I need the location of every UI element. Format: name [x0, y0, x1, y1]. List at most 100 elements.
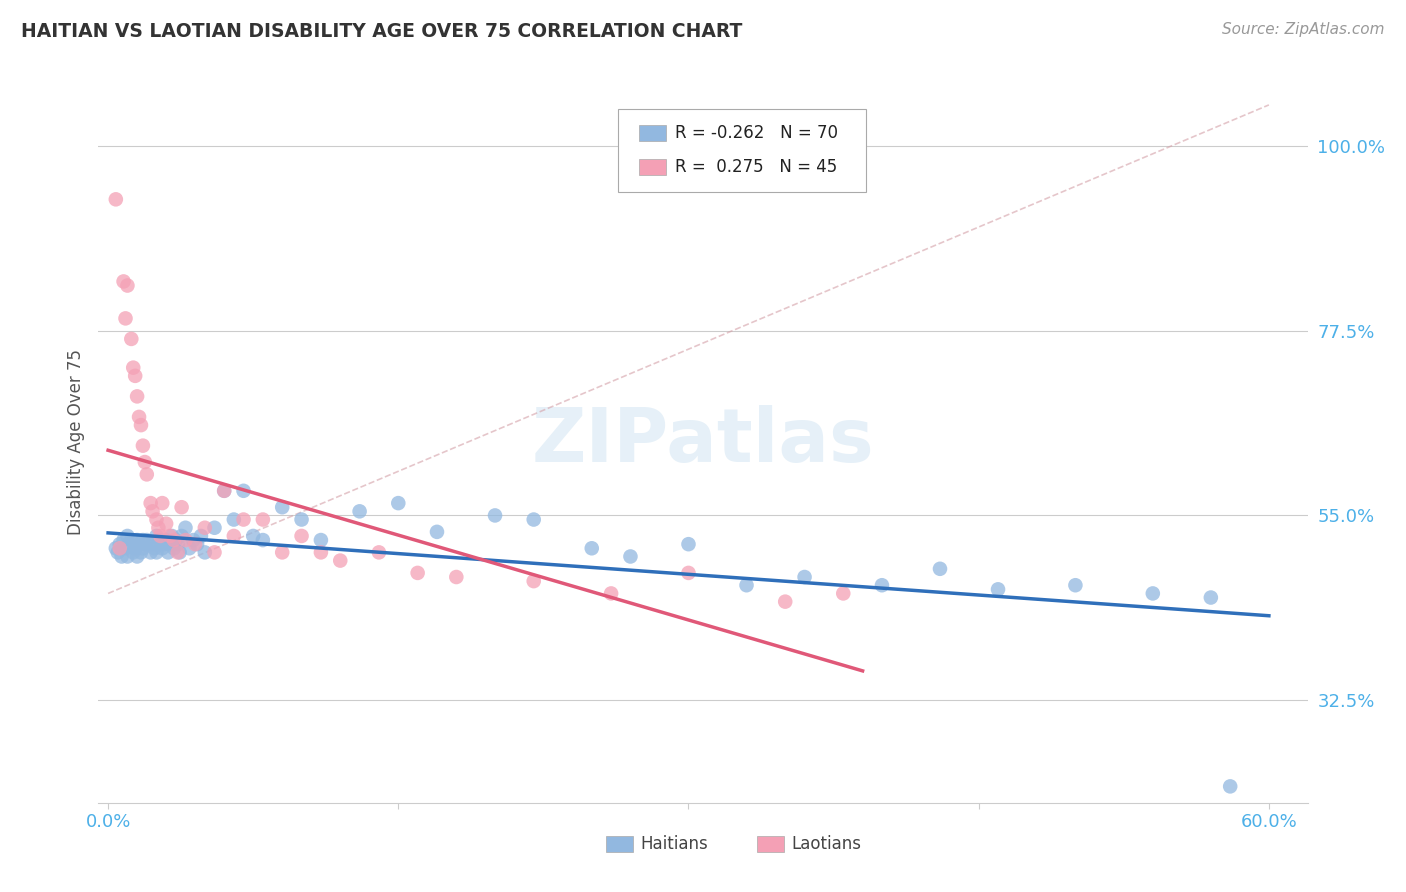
Point: [135, 533, 157, 547]
Point: [157, 545, 180, 559]
Point: [184, 537, 207, 551]
Point: [181, 533, 204, 547]
Point: [149, 529, 172, 543]
FancyBboxPatch shape: [638, 125, 665, 141]
Point: [122, 360, 145, 375]
Point: [134, 455, 156, 469]
FancyBboxPatch shape: [619, 109, 866, 193]
Text: ZIPatlas: ZIPatlas: [531, 405, 875, 478]
Point: [132, 439, 155, 453]
Point: [252, 533, 274, 547]
Point: [329, 553, 352, 567]
Point: [987, 582, 1010, 597]
Point: [127, 533, 149, 547]
Point: [212, 483, 235, 498]
Point: [619, 549, 641, 564]
Point: [446, 570, 468, 584]
Point: [112, 275, 135, 289]
Point: [309, 545, 332, 559]
Point: [124, 368, 146, 383]
Text: Laotians: Laotians: [792, 835, 862, 853]
Y-axis label: Disability Age Over 75: Disability Age Over 75: [66, 349, 84, 534]
Text: R =  0.275   N = 45: R = 0.275 N = 45: [675, 158, 838, 176]
Point: [132, 541, 155, 556]
Point: [166, 545, 188, 559]
Point: [368, 545, 391, 559]
Point: [124, 541, 146, 556]
Point: [163, 541, 186, 556]
Point: [194, 545, 217, 559]
Point: [186, 537, 208, 551]
Text: HAITIAN VS LAOTIAN DISABILITY AGE OVER 75 CORRELATION CHART: HAITIAN VS LAOTIAN DISABILITY AGE OVER 7…: [21, 22, 742, 41]
Point: [107, 545, 129, 559]
Point: [142, 504, 165, 518]
Point: [150, 496, 173, 510]
Point: [127, 389, 149, 403]
Point: [169, 545, 191, 559]
Point: [484, 508, 506, 523]
Text: Source: ZipAtlas.com: Source: ZipAtlas.com: [1222, 22, 1385, 37]
Point: [127, 549, 149, 564]
FancyBboxPatch shape: [758, 836, 785, 852]
Point: [222, 529, 245, 543]
Point: [117, 549, 139, 564]
Point: [150, 541, 173, 556]
Point: [349, 504, 371, 518]
Point: [145, 529, 167, 543]
Point: [128, 537, 150, 551]
Point: [104, 192, 127, 206]
Point: [194, 521, 217, 535]
Point: [160, 529, 183, 543]
Point: [166, 537, 188, 551]
Point: [155, 516, 177, 531]
Point: [179, 541, 201, 556]
Point: [678, 566, 700, 580]
Point: [929, 562, 952, 576]
Point: [129, 545, 152, 559]
Point: [870, 578, 893, 592]
Point: [204, 545, 226, 559]
Point: [212, 483, 235, 498]
Point: [128, 409, 150, 424]
FancyBboxPatch shape: [638, 159, 665, 175]
Point: [426, 524, 449, 539]
Point: [242, 529, 264, 543]
Point: [153, 537, 176, 551]
Point: [170, 529, 193, 543]
Point: [104, 541, 127, 556]
Point: [309, 533, 332, 547]
Point: [1199, 591, 1222, 605]
Point: [117, 529, 139, 543]
Point: [170, 500, 193, 515]
Point: [174, 521, 197, 535]
Point: [581, 541, 603, 556]
Point: [232, 512, 254, 526]
Text: R = -0.262   N = 70: R = -0.262 N = 70: [675, 124, 838, 142]
Point: [132, 533, 155, 547]
Point: [145, 545, 167, 559]
Point: [139, 496, 162, 510]
Point: [190, 529, 212, 543]
Point: [406, 566, 429, 580]
Point: [678, 537, 700, 551]
Point: [145, 512, 167, 526]
Point: [120, 533, 142, 547]
Point: [135, 467, 157, 482]
Point: [271, 500, 294, 515]
Point: [118, 537, 141, 551]
Point: [1219, 780, 1241, 794]
Point: [112, 533, 135, 547]
Point: [174, 533, 197, 547]
Point: [232, 483, 254, 498]
Point: [793, 570, 815, 584]
Point: [159, 529, 181, 543]
Point: [111, 549, 134, 564]
Point: [142, 537, 165, 551]
Point: [159, 537, 181, 551]
Point: [129, 418, 152, 433]
Point: [387, 496, 409, 510]
Point: [252, 512, 274, 526]
Point: [832, 586, 855, 600]
Point: [222, 512, 245, 526]
Point: [148, 537, 170, 551]
